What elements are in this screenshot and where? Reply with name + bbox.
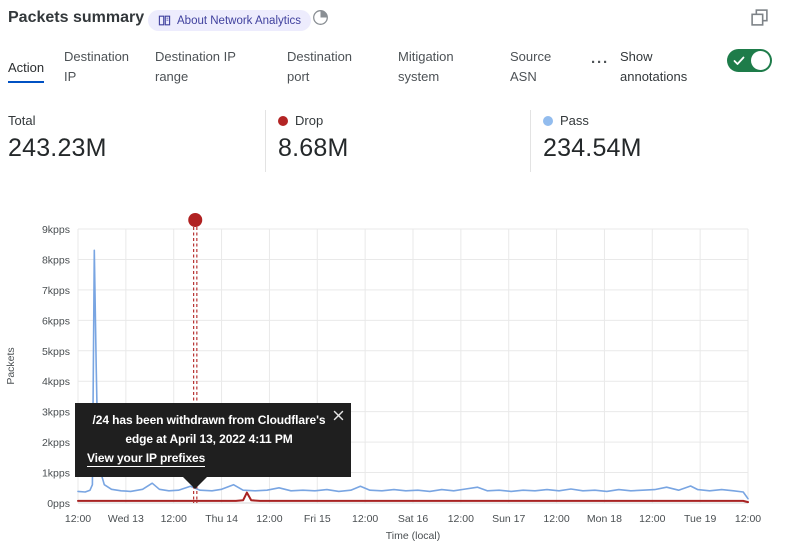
tab-mitigation-system[interactable]: Mitigation system <box>398 49 454 85</box>
svg-text:12:00: 12:00 <box>735 513 761 525</box>
close-icon[interactable] <box>330 408 346 424</box>
tab-action[interactable]: Action <box>8 58 45 84</box>
svg-text:12:00: 12:00 <box>161 513 187 525</box>
toggle-knob <box>751 51 770 70</box>
svg-text:3kpps: 3kpps <box>42 407 70 419</box>
stat-pass-label: Pass <box>560 113 589 128</box>
svg-text:12:00: 12:00 <box>65 513 91 525</box>
y-axis-ticks: 0pps 1kpps 2kpps 3kpps 4kpps 5kpps 6kpps 7kpps 8… <box>42 224 70 510</box>
svg-text:9kpps: 9kpps <box>42 224 70 236</box>
y-axis-label: Packets <box>5 347 17 384</box>
packets-chart: 0pps 1kpps 2kpps 3kpps 4kpps 5kpps 6kpps 7kpps 8… <box>0 210 785 555</box>
svg-text:12:00: 12:00 <box>543 513 569 525</box>
svg-text:12:00: 12:00 <box>352 513 378 525</box>
stat-total: Total 243.23M <box>8 108 107 163</box>
tab-destination-ip[interactable]: Destination IP <box>64 49 130 85</box>
time-period-icon[interactable] <box>310 9 330 29</box>
svg-text:12:00: 12:00 <box>256 513 282 525</box>
annotation-tooltip: /24 has been withdrawn from Cloudflare's… <box>75 403 351 489</box>
svg-text:1kpps: 1kpps <box>42 468 70 480</box>
stat-pass-value: 234.54M <box>543 134 642 162</box>
tooltip-message: /24 has been withdrawn from Cloudflare's… <box>92 413 326 446</box>
svg-text:0pps: 0pps <box>47 498 70 510</box>
tab-bar: Action Destination IP Destination IP ran… <box>0 42 785 100</box>
annotation-marker[interactable] <box>188 213 203 227</box>
book-icon <box>158 15 171 26</box>
stat-drop: Drop 8.68M <box>278 108 348 163</box>
gridlines <box>77 228 749 504</box>
stat-drop-value: 8.68M <box>278 134 349 162</box>
svg-text:Mon 18: Mon 18 <box>587 513 622 525</box>
tab-destination-port[interactable]: Destination port <box>287 49 353 85</box>
svg-text:Wed 13: Wed 13 <box>108 513 144 525</box>
svg-text:Fri 15: Fri 15 <box>304 513 331 525</box>
tab-destination-ip-range[interactable]: Destination IP range <box>155 49 236 85</box>
svg-text:2kpps: 2kpps <box>42 437 70 449</box>
stat-pass: Pass 234.54M <box>543 108 642 163</box>
drop-legend-dot <box>278 115 288 126</box>
chart-canvas: 0pps 1kpps 2kpps 3kpps 4kpps 5kpps 6kpps 7kpps 8… <box>5 213 761 542</box>
more-tabs-button[interactable]: ··· <box>591 54 609 71</box>
svg-text:12:00: 12:00 <box>448 513 474 525</box>
stat-drop-label: Drop <box>295 113 324 128</box>
tooltip-link[interactable]: View your IP prefixes <box>87 450 205 468</box>
x-axis-label: Time (local) <box>386 530 440 542</box>
tab-source-asn[interactable]: Source ASN <box>510 49 552 85</box>
svg-text:Sat 16: Sat 16 <box>398 513 429 525</box>
x-axis-ticks: 12:00 Wed 13 12:00 Thu 14 12:00 Fri 15 12:00 Sa… <box>65 513 761 525</box>
pass-legend-dot <box>543 115 553 126</box>
svg-text:8kpps: 8kpps <box>42 254 70 266</box>
annotation-marker-group <box>188 213 203 503</box>
check-icon <box>733 56 745 65</box>
svg-text:Sun 17: Sun 17 <box>492 513 525 525</box>
drop-line <box>77 491 749 504</box>
svg-text:6kpps: 6kpps <box>42 315 70 327</box>
popout-icon[interactable] <box>748 8 770 30</box>
svg-text:5kpps: 5kpps <box>42 346 70 358</box>
show-annotations-label: Show annotations <box>620 49 688 85</box>
tooltip-arrow <box>182 475 208 489</box>
page-title: Packets summary <box>8 9 145 26</box>
stat-total-value: 243.23M <box>8 134 107 162</box>
stat-total-label: Total <box>8 113 36 128</box>
show-annotations-toggle[interactable] <box>727 49 772 72</box>
svg-text:Thu 14: Thu 14 <box>205 513 238 525</box>
svg-text:4kpps: 4kpps <box>42 376 70 388</box>
stats-row: Total 243.23M Drop 8.68M Pass 234.54M <box>0 108 785 174</box>
svg-text:12:00: 12:00 <box>639 513 665 525</box>
pass-line <box>77 249 749 500</box>
svg-text:Tue 19: Tue 19 <box>684 513 716 525</box>
stat-divider <box>530 110 531 172</box>
about-network-analytics-badge[interactable]: About Network Analytics <box>148 10 312 31</box>
svg-text:7kpps: 7kpps <box>42 285 70 297</box>
stat-divider <box>265 110 266 172</box>
badge-label: About Network Analytics <box>177 14 302 27</box>
